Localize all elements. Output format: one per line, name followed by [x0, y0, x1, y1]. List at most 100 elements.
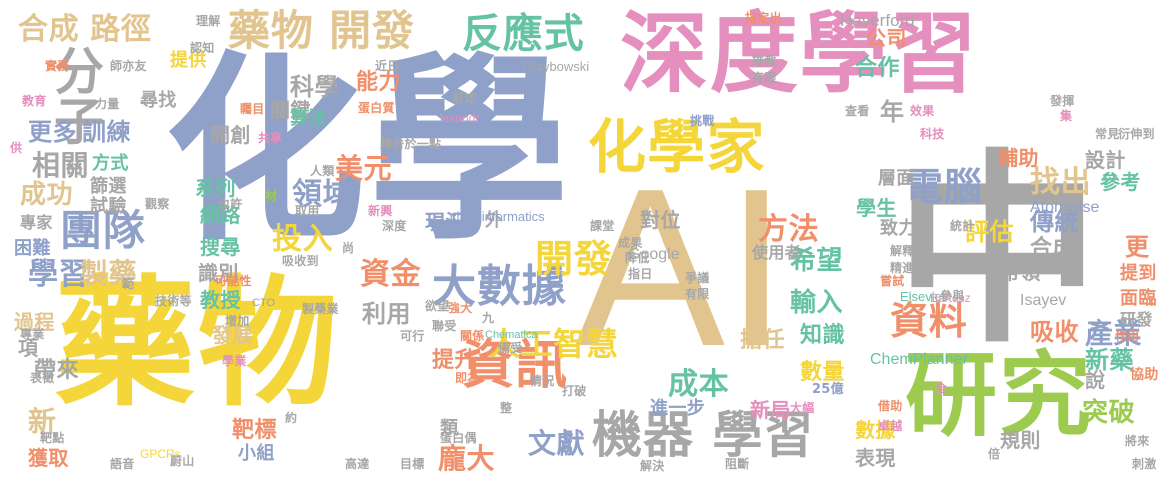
word-189: 蛋白偶	[440, 431, 477, 445]
word-135: 亮眼	[752, 71, 777, 85]
word-26: 更多	[28, 118, 77, 146]
word-102: Isayev	[1020, 292, 1067, 309]
word-75: 篩選	[90, 176, 127, 197]
word-51: 規則	[1000, 428, 1041, 452]
word-0: 化學	[165, 35, 574, 268]
word-22: 能力	[356, 70, 401, 95]
word-181: 增加	[225, 314, 250, 328]
word-81: 關鍵	[270, 98, 311, 122]
word-62: 面臨	[1120, 288, 1157, 309]
word-55: 靶標	[232, 418, 277, 443]
word-171: 指日	[628, 267, 653, 281]
word-15: 電腦	[905, 165, 983, 209]
word-3: 深度學習	[620, 2, 980, 105]
word-180: 可行	[400, 329, 425, 343]
word-144: 矚目	[240, 102, 265, 116]
word-179: 備受	[498, 341, 523, 355]
word-142: 力量	[95, 97, 120, 111]
word-127: 嘗試	[880, 274, 905, 288]
word-178: 九	[482, 311, 495, 325]
word-169: 成果	[618, 236, 643, 250]
word-45: 突破	[1082, 398, 1136, 428]
word-63: 研發	[1120, 310, 1153, 329]
word-47: 知識	[800, 323, 845, 348]
word-132: 查看	[845, 104, 870, 118]
word-31: 領域	[292, 177, 354, 212]
word-139: 師亦友	[110, 59, 147, 73]
word-151: 尚	[342, 241, 355, 255]
word-174: 欲望	[425, 299, 450, 313]
word-68: 項	[18, 336, 39, 360]
word-86: 致力	[880, 218, 917, 239]
word-184: 也許	[218, 197, 243, 211]
word-38: 合成	[1030, 236, 1075, 261]
word-159: 高達	[345, 457, 370, 471]
word-49: 提升	[432, 348, 477, 373]
word-141: 教育	[22, 94, 47, 108]
word-12: 合成 路徑	[18, 12, 152, 47]
word-165: 歸咎於一點	[380, 137, 442, 151]
word-122: 全	[935, 381, 948, 395]
word-76: 方式	[92, 153, 129, 174]
word-134: 施教	[752, 54, 777, 68]
word-96: 數據	[855, 418, 896, 442]
word-82: 算法	[290, 108, 327, 129]
word-107: lexandr	[440, 111, 480, 125]
word-54: 獲取	[28, 446, 69, 470]
word-148: 材	[265, 189, 278, 203]
word-163: 蛋白質	[358, 101, 395, 115]
word-170: 降低	[625, 251, 650, 265]
word-6: 化學家	[588, 113, 766, 181]
word-112: 科技	[920, 127, 945, 141]
word-126: 精進	[890, 261, 915, 275]
word-162: 阻斷	[725, 457, 750, 471]
word-80: 開創	[210, 123, 251, 147]
word-176: 聯受	[432, 319, 457, 333]
word-114: 衍伸到	[1118, 127, 1155, 141]
word-188: 即為	[455, 371, 480, 385]
word-17: 資料	[890, 299, 968, 343]
word-84: 尋找	[140, 90, 177, 111]
word-89: 外	[485, 210, 504, 231]
word-16: 開發	[535, 237, 613, 281]
word-164: 前述	[452, 91, 477, 105]
word-109: CTO	[252, 297, 276, 309]
word-190: 整	[500, 401, 513, 415]
word-120: 借助	[878, 399, 903, 413]
word-133: 挑戰	[690, 114, 715, 128]
word-149: 範	[122, 277, 135, 291]
word-60: 參考	[1100, 170, 1141, 194]
word-172: 爭議	[685, 271, 710, 285]
word-182: 學業	[222, 354, 247, 368]
word-157: 語音	[110, 457, 135, 471]
word-108: Chematica	[485, 329, 538, 341]
word-191: 約	[285, 411, 298, 425]
word-168: 課堂	[590, 219, 615, 233]
word-119: 卓越	[878, 419, 903, 433]
word-28: 美元	[335, 152, 393, 185]
word-29: 找出	[1030, 165, 1092, 200]
word-73: 網路	[200, 203, 241, 227]
word-9: 反應式	[462, 11, 585, 57]
word-65: 帶領	[1000, 260, 1041, 284]
word-143: 供	[10, 141, 23, 155]
word-87: 年	[880, 98, 905, 126]
word-158: 靶點	[40, 431, 65, 445]
word-53: 新	[28, 405, 57, 438]
word-57: 學生	[856, 196, 897, 220]
word-93: 新局	[750, 398, 791, 422]
word-166: 新興	[368, 204, 393, 218]
word-173: 有限	[685, 287, 710, 301]
word-71: 識別	[198, 261, 239, 285]
word-136: 指定出	[745, 11, 782, 25]
word-147: 取用	[295, 204, 320, 218]
word-61: 提到	[1120, 263, 1157, 284]
word-153: 技術等	[155, 294, 192, 308]
word-23: 公司	[866, 26, 907, 50]
word-150: 吸收到	[282, 254, 319, 268]
word-146: 人類	[310, 164, 335, 178]
word-90: 現況	[425, 210, 466, 234]
word-115: 作用	[1115, 329, 1140, 343]
word-59: 設計	[1085, 148, 1126, 172]
